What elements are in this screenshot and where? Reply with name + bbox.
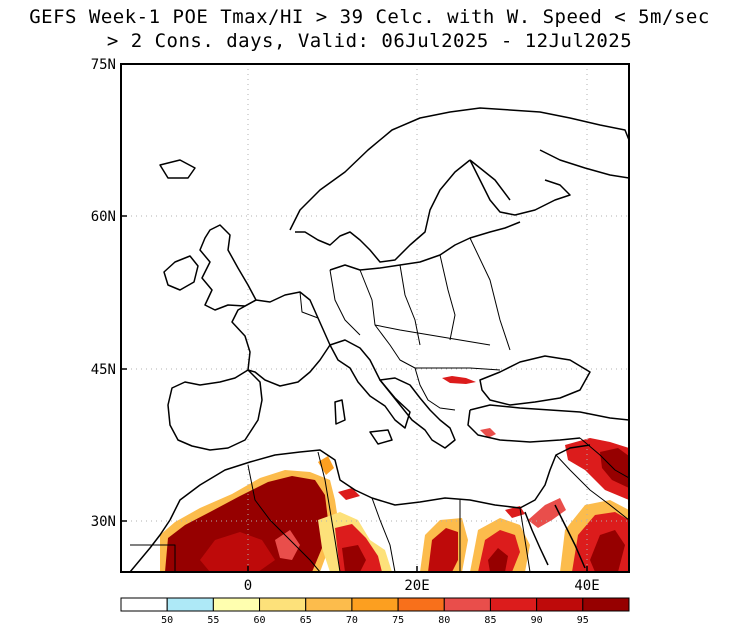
map-title-line-1: GEFS Week-1 POE Tmax/HI > 39 Celc. with … (29, 6, 710, 28)
colorbar-label: 80 (438, 615, 450, 626)
shading-red-sea-strip (528, 498, 566, 528)
coast-red-sea (524, 504, 586, 569)
colorbar-swatch (212, 597, 261, 612)
colorbar-label: 90 (531, 615, 543, 626)
colorbar-swatch (536, 597, 584, 612)
lat-label-45n: 45N (91, 362, 116, 378)
colorbar-label: 75 (392, 615, 404, 626)
axis-ticks (121, 63, 588, 572)
shading-turkey-spot (480, 428, 496, 438)
coast-turkey (467, 404, 629, 443)
coast-scandinavia (289, 107, 629, 263)
colorbar-swatch (120, 597, 168, 612)
coast-atlantic-africa (129, 519, 171, 572)
coast-sicily (369, 429, 393, 445)
probability-shading (160, 376, 629, 572)
colorbar-swatch (166, 597, 214, 612)
coast-ireland (163, 255, 199, 291)
coastlines (129, 107, 629, 572)
borders-europe (299, 237, 511, 411)
lat-label-30n: 30N (91, 514, 116, 530)
colorbar-label: 65 (300, 615, 312, 626)
colorbar: 50 55 60 65 70 75 80 85 90 95 (120, 597, 630, 626)
colorbar-swatch (489, 597, 538, 612)
coast-iceland (159, 159, 196, 179)
colorbar-label: 85 (484, 615, 496, 626)
gridlines (121, 64, 629, 572)
colorbar-swatch (582, 597, 630, 612)
lat-label-75n: 75N (91, 57, 116, 73)
colorbar-swatch (305, 597, 353, 612)
shading-patch-1 (275, 530, 300, 560)
coast-baltic (329, 221, 521, 271)
map-frame (120, 63, 630, 573)
lat-label-60n: 60N (91, 209, 116, 225)
shading-iraq-core (600, 448, 629, 488)
map-title-line-2: > 2 Cons. days, Valid: 06Jul2025 - 12Jul… (106, 30, 633, 52)
borders-middle-east (555, 437, 629, 521)
shading-libya-core (342, 545, 366, 572)
colorbar-label: 50 (161, 615, 173, 626)
coast-north-africa (169, 444, 591, 521)
colorbar-label: 70 (346, 615, 358, 626)
colorbar-label: 95 (577, 615, 589, 626)
lon-label-40e: 40E (574, 578, 599, 594)
lon-label-0: 0 (244, 578, 252, 594)
longitude-labels: 0 20E 40E (244, 578, 600, 594)
borders-africa (247, 451, 531, 572)
shading-libya-coast (338, 488, 360, 500)
colorbar-swatch (443, 597, 491, 612)
shading-romania (442, 376, 476, 384)
colorbar-label: 60 (254, 615, 266, 626)
latitude-labels: 75N 60N 45N 30N (91, 57, 116, 530)
colorbar-swatch (259, 597, 307, 612)
coast-sardinia (334, 399, 346, 425)
shading-arabia-core (590, 530, 625, 572)
shading-east-core (488, 548, 508, 572)
shading-egypt-main (428, 528, 458, 572)
coast-balkans (379, 377, 456, 449)
colorbar-label: 55 (207, 615, 219, 626)
coast-black-sea (479, 355, 591, 406)
coast-france (231, 291, 331, 387)
border-western-sahara (130, 544, 176, 572)
colorbar-swatch (351, 597, 399, 612)
coast-finland (469, 159, 571, 216)
colorbar-swatch (397, 597, 445, 612)
coast-great-britain (199, 224, 257, 311)
lon-label-20e: 20E (404, 578, 429, 594)
shading-tunisia (318, 456, 334, 475)
shading-inner-africa-west (200, 532, 275, 572)
coast-italy (329, 339, 411, 429)
coast-iberia (167, 369, 263, 451)
